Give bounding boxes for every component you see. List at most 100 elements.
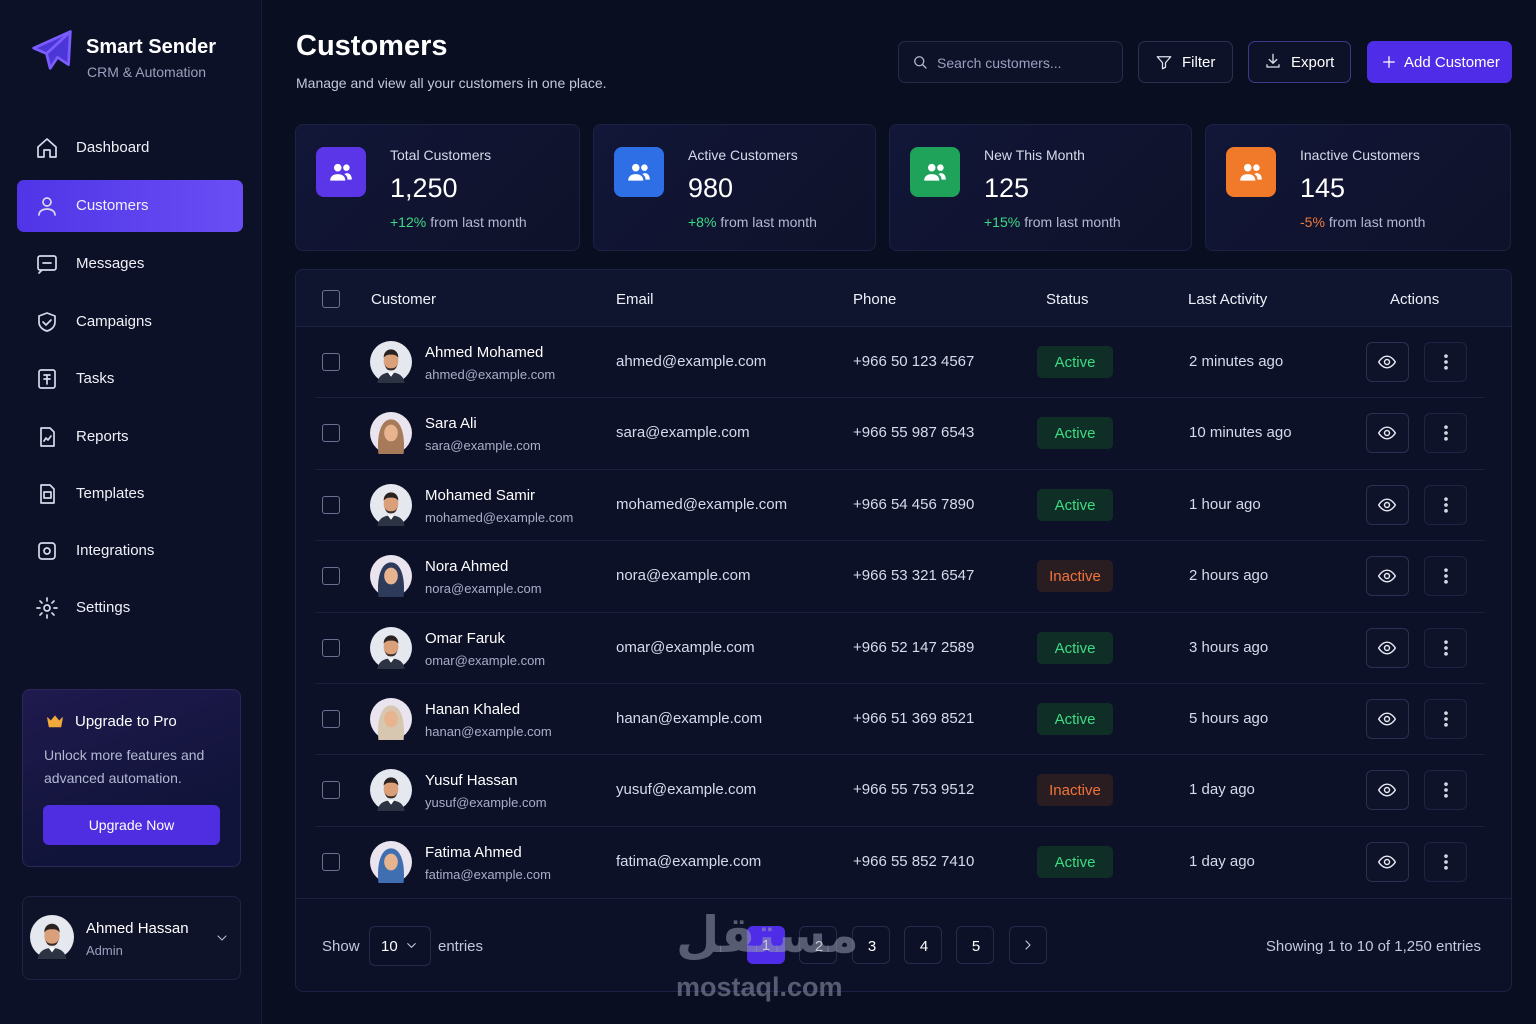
- nav-item[interactable]: Settings: [76, 599, 131, 616]
- page-number[interactable]: 3: [867, 938, 877, 955]
- nav-item[interactable]: Integrations: [76, 542, 155, 559]
- upgrade-button[interactable]: Upgrade Now: [43, 805, 220, 845]
- icon-part: [1444, 354, 1448, 370]
- filter-button[interactable]: [1138, 41, 1233, 83]
- icon-part: [370, 555, 412, 598]
- icon-part: [384, 853, 398, 871]
- checkbox[interactable]: [322, 567, 340, 586]
- phone: +966 54 456 7890: [853, 495, 975, 513]
- icon-part: [1444, 431, 1448, 436]
- icon-part: [330, 174, 346, 181]
- more-icon: [1436, 566, 1456, 586]
- view-button[interactable]: [1366, 627, 1409, 668]
- icon-part: [387, 800, 395, 806]
- nav-item[interactable]: Reports: [76, 428, 129, 445]
- export-label[interactable]: Export: [1291, 54, 1335, 71]
- add-customer-label[interactable]: Add Customer: [1404, 54, 1500, 71]
- checkbox[interactable]: [322, 710, 340, 728]
- nav-item[interactable]: Templates: [76, 485, 145, 502]
- pagination-summary: Showing 1 to 10 of 1,250 entries: [1265, 938, 1481, 955]
- icon-part: [1156, 56, 1172, 70]
- next-page-button[interactable]: [1009, 926, 1047, 964]
- stat-icon: [922, 159, 948, 185]
- view-button[interactable]: [1366, 484, 1409, 525]
- more-icon: [1436, 495, 1456, 515]
- icon-part: [1383, 715, 1391, 723]
- icon-part: [40, 427, 55, 447]
- checkbox[interactable]: [322, 353, 340, 371]
- row-divider: [315, 540, 1485, 542]
- icon-part: [343, 164, 350, 171]
- page-button[interactable]: 1: [747, 926, 785, 964]
- page-button[interactable]: 2: [799, 926, 837, 964]
- search-box[interactable]: [898, 41, 1123, 83]
- page-number[interactable]: 1: [761, 937, 771, 954]
- nav-item[interactable]: Tasks: [76, 370, 115, 387]
- email: mohamed@example.com: [616, 495, 788, 513]
- view-button[interactable]: [1366, 342, 1409, 382]
- nav-item[interactable]: Dashboard: [76, 139, 150, 156]
- page-number[interactable]: 2: [814, 938, 824, 955]
- icon-part: [1025, 940, 1031, 950]
- icon-part: [38, 262, 52, 274]
- icon-part: [380, 588, 402, 598]
- more-icon: [1436, 638, 1456, 658]
- stat-icon-box: [614, 147, 664, 197]
- icon-part: [380, 445, 402, 455]
- icon-part: [383, 637, 399, 656]
- icon-part: [1383, 56, 1395, 68]
- view-button[interactable]: [1366, 556, 1409, 597]
- view-button[interactable]: [1366, 413, 1409, 454]
- column-header: Email: [616, 291, 654, 308]
- checkbox[interactable]: [322, 638, 340, 657]
- last-activity: 2 hours ago: [1189, 567, 1269, 585]
- icon-part: [1377, 783, 1397, 797]
- more-button[interactable]: [1424, 627, 1467, 668]
- page-size-select[interactable]: [369, 926, 431, 966]
- logo: [30, 28, 74, 72]
- export-button[interactable]: [1248, 41, 1351, 83]
- icon-part: [1444, 568, 1448, 573]
- view-button[interactable]: [1366, 770, 1409, 811]
- nav-item[interactable]: Messages: [76, 255, 145, 272]
- page-button[interactable]: 4: [904, 926, 942, 964]
- filter-label[interactable]: Filter: [1182, 54, 1216, 71]
- nav-item[interactable]: Customers: [76, 197, 149, 214]
- status-label: Inactive: [1049, 568, 1101, 586]
- checkbox[interactable]: [322, 495, 340, 514]
- upgrade-text: advanced automation.: [44, 770, 182, 786]
- checkbox[interactable]: [322, 424, 340, 443]
- nav-icon: [35, 539, 59, 563]
- brand-tagline: CRM & Automation: [87, 64, 207, 80]
- view-button[interactable]: [1366, 841, 1409, 882]
- upgrade-button-label[interactable]: Upgrade Now: [88, 817, 175, 833]
- icon-part: [383, 780, 399, 799]
- search-placeholder[interactable]: Search customers...: [937, 55, 1062, 71]
- eye-icon: [1377, 852, 1397, 872]
- checkbox[interactable]: [322, 290, 340, 308]
- checkbox[interactable]: [322, 852, 340, 871]
- checkbox[interactable]: [322, 781, 340, 800]
- icon-part: [1240, 174, 1256, 181]
- icon-part: [1444, 366, 1448, 370]
- nav-active[interactable]: [17, 180, 243, 232]
- page-button[interactable]: 3: [852, 926, 890, 964]
- icon-part: [1444, 723, 1448, 727]
- icon-part: [370, 412, 412, 455]
- stat-label: Inactive Customers: [1300, 147, 1420, 163]
- nav-item[interactable]: Campaigns: [76, 313, 152, 330]
- page-number[interactable]: 4: [919, 938, 929, 955]
- view-button[interactable]: [1366, 699, 1409, 739]
- page-button[interactable]: 5: [956, 926, 994, 964]
- last-activity: 1 hour ago: [1189, 495, 1261, 513]
- page-size-value[interactable]: 10: [381, 938, 398, 955]
- icon-part: [43, 374, 51, 385]
- filter-icon: [1155, 53, 1173, 71]
- select-chevron: [404, 938, 419, 953]
- stat-icon-box: [1226, 147, 1276, 197]
- page-number[interactable]: 5: [971, 938, 981, 955]
- nav-icon: [35, 252, 59, 276]
- phone: +966 52 147 2589: [853, 638, 975, 656]
- icon-part: [43, 491, 52, 499]
- phone: +966 51 369 8521: [853, 710, 975, 727]
